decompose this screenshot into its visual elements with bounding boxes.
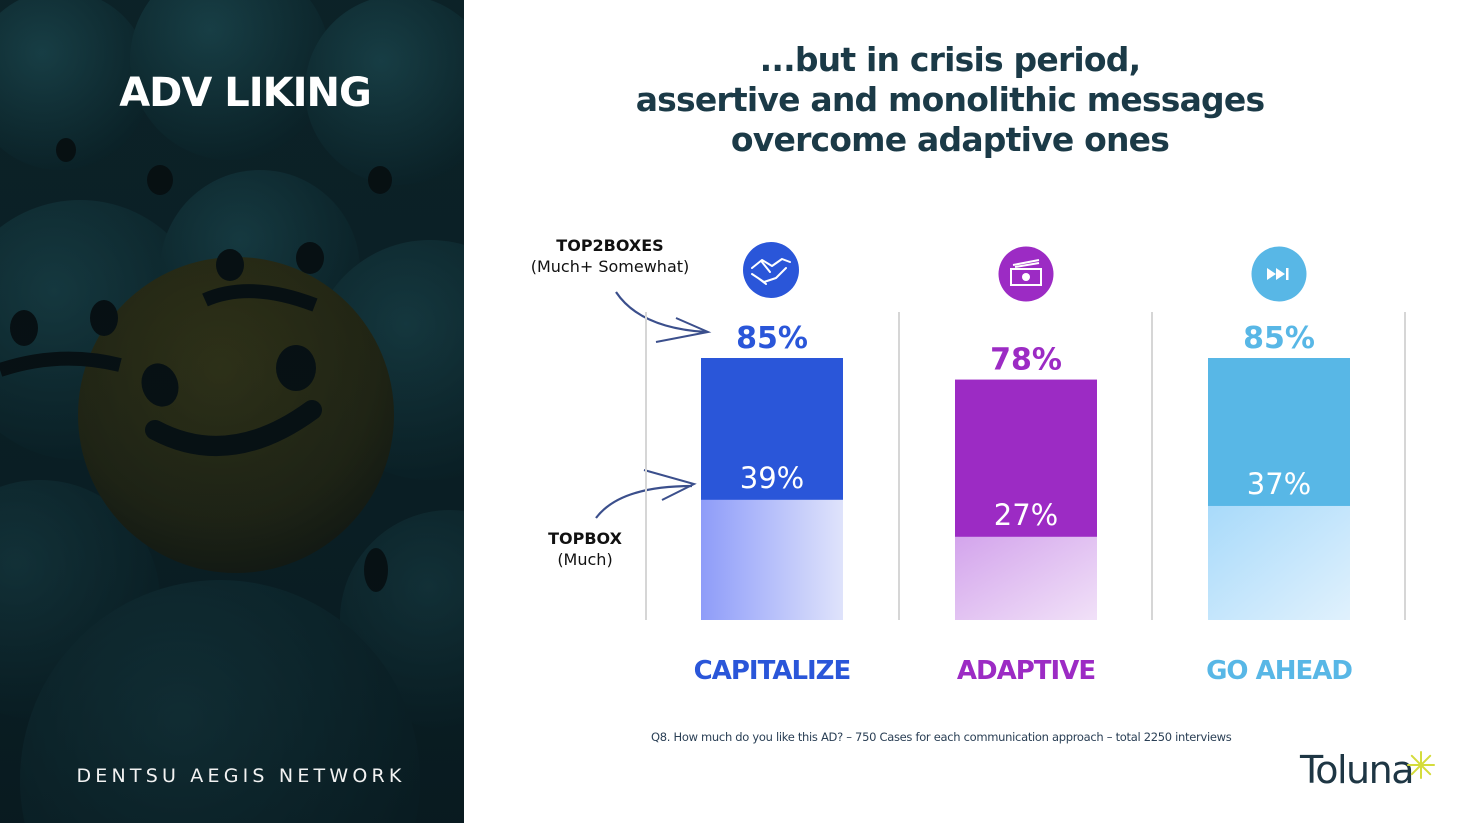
data-label-top2boxes: 78% xyxy=(990,343,1062,378)
skip-bar-glyph xyxy=(1286,268,1289,280)
smiley-crowd-image xyxy=(0,0,464,823)
legend-topbox-subtitle: (Much) xyxy=(557,550,613,569)
logo-star-ray xyxy=(1420,764,1432,776)
footnote: Q8. How much do you like this AD? – 750 … xyxy=(651,730,1232,744)
handshake-glyph xyxy=(751,258,791,285)
company-footer: DENTSU AEGIS NETWORK xyxy=(76,765,406,787)
data-label-topbox: 27% xyxy=(994,498,1058,532)
category-label: GO AHEAD xyxy=(1206,656,1352,686)
bar-topbox-capitalize xyxy=(701,499,843,620)
topbox-arrow xyxy=(595,484,693,519)
logo-star-icon xyxy=(1407,751,1435,779)
icon-circle xyxy=(743,242,799,298)
bar-topbox-go-ahead xyxy=(1208,505,1350,620)
logo-star-ray xyxy=(1410,764,1422,776)
legend-top2boxes-subtitle: (Much+ Somewhat) xyxy=(530,257,690,276)
legend-top2boxes: TOP2BOXES (Much+ Somewhat) xyxy=(510,236,710,276)
category-label: CAPITALIZE xyxy=(694,656,851,686)
section-title: ADV LIKING xyxy=(119,70,372,116)
top2boxes-arrow-head xyxy=(655,317,712,343)
logo-star-ray xyxy=(1420,754,1432,766)
headline-line-3: overcome adaptive ones xyxy=(730,120,1170,159)
data-label-topbox: 39% xyxy=(740,461,804,495)
bar-topbox-adaptive xyxy=(955,536,1097,620)
headline: ...but in crisis period, assertive and m… xyxy=(560,40,1340,160)
legend-topbox-title: TOPBOX xyxy=(548,529,622,548)
forward-glyph xyxy=(1267,268,1285,280)
top2boxes-arrow xyxy=(615,291,707,334)
topbox-arrow-head xyxy=(643,469,697,501)
bill-coin xyxy=(1022,273,1030,281)
data-label-top2boxes: 85% xyxy=(736,321,808,356)
category-label: ADAPTIVE xyxy=(957,656,1095,686)
headline-line-1: ...but in crisis period, xyxy=(759,40,1142,79)
left-panel: ADV LIKING DENTSU AEGIS NETWORK xyxy=(0,0,464,823)
logo-star-ray xyxy=(1410,754,1422,766)
toluna-logo: Toluna xyxy=(1300,748,1435,792)
bill-outline xyxy=(1010,268,1042,286)
data-label-top2boxes: 85% xyxy=(1243,321,1315,356)
logo-wordmark: Toluna xyxy=(1300,748,1415,792)
legend-topbox: TOPBOX (Much) xyxy=(520,529,650,569)
headline-line-2: assertive and monolithic messages xyxy=(635,80,1265,119)
data-label-topbox: 37% xyxy=(1247,467,1311,501)
legend-top2boxes-title: TOP2BOXES xyxy=(556,236,664,255)
fast-forward-icon xyxy=(1251,246,1307,302)
handshake-icon xyxy=(743,242,799,298)
money-icon xyxy=(998,246,1054,302)
bill-stack xyxy=(1012,259,1040,268)
